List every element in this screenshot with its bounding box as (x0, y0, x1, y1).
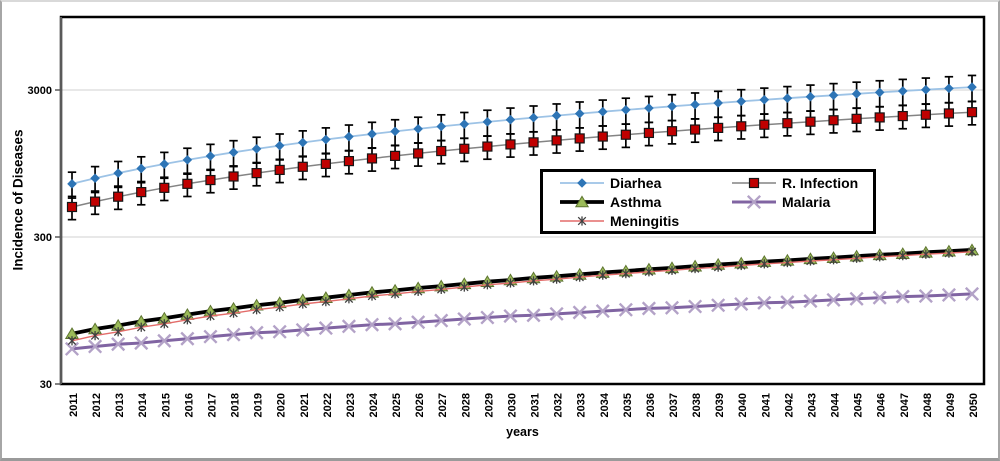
x-axis-labels: 2011 2012 2013 2014 2015 2016 2017 2018 2019 2020… (68, 392, 980, 417)
legend-swatch-meningitis-icon (560, 215, 604, 226)
svg-text:2021: 2021 (299, 393, 311, 417)
svg-text:2039: 2039 (714, 393, 726, 417)
svg-text:2019: 2019 (253, 393, 265, 417)
y-axis-ticks: 30 300 3000 (28, 85, 61, 391)
legend-label: Diarhea (610, 174, 662, 191)
series-r-infection (66, 100, 978, 221)
svg-text:2020: 2020 (276, 393, 288, 417)
legend-item-meningitis: Meningitis (559, 213, 731, 229)
legend-label: Asthma (610, 193, 662, 210)
svg-text:2029: 2029 (483, 393, 495, 417)
svg-text:2038: 2038 (691, 393, 703, 417)
legend-item-diarhea: Diarhea (559, 175, 731, 191)
svg-text:2015: 2015 (160, 393, 172, 417)
svg-text:2034: 2034 (599, 392, 611, 417)
legend-swatch-malaria-icon (732, 194, 776, 209)
svg-text:2028: 2028 (460, 393, 472, 417)
legend-label: Malaria (782, 193, 831, 210)
svg-text:2016: 2016 (183, 393, 195, 417)
legend-item-malaria: Malaria (731, 194, 873, 210)
markers (67, 82, 977, 189)
svg-text:2050: 2050 (968, 393, 980, 417)
svg-text:2014: 2014 (137, 392, 149, 417)
svg-text:2012: 2012 (91, 393, 103, 417)
svg-text:2048: 2048 (922, 393, 934, 417)
svg-text:2018: 2018 (230, 393, 242, 417)
svg-text:2011: 2011 (68, 393, 80, 417)
svg-text:2043: 2043 (806, 393, 818, 417)
markers (66, 107, 978, 213)
legend-item-asthma: Asthma (559, 194, 731, 210)
legend-swatch-diarhea-icon (560, 177, 604, 188)
svg-text:2023: 2023 (345, 393, 357, 417)
svg-text:2049: 2049 (945, 393, 957, 417)
svg-text:2031: 2031 (530, 393, 542, 417)
svg-text:2027: 2027 (437, 393, 449, 417)
svg-text:300: 300 (34, 232, 52, 244)
markers (64, 286, 980, 356)
series-meningitis (67, 247, 977, 346)
x-axis-title: years (506, 425, 539, 439)
svg-text:2013: 2013 (114, 393, 126, 417)
gridlines (61, 89, 984, 238)
svg-text:3000: 3000 (28, 85, 52, 97)
svg-text:2037: 2037 (668, 393, 680, 417)
legend-label: R. Infection (782, 174, 859, 191)
legend-item-r-infection: R. Infection (731, 175, 873, 191)
svg-text:2044: 2044 (830, 392, 842, 417)
svg-text:2040: 2040 (737, 393, 749, 417)
markers (67, 247, 977, 346)
svg-text:2032: 2032 (553, 393, 565, 417)
svg-text:2030: 2030 (506, 393, 518, 417)
svg-text:2033: 2033 (576, 393, 588, 417)
svg-text:2047: 2047 (899, 393, 911, 417)
svg-text:2035: 2035 (622, 393, 634, 417)
svg-text:2024: 2024 (368, 392, 380, 417)
svg-text:2036: 2036 (645, 393, 657, 417)
svg-text:30: 30 (40, 379, 52, 391)
y-axis-title: Incidence of Diseases (10, 129, 26, 271)
svg-text:2022: 2022 (322, 393, 334, 417)
svg-text:2045: 2045 (853, 393, 865, 417)
legend-swatch-r-infection-icon (732, 177, 776, 188)
svg-text:2017: 2017 (206, 393, 218, 417)
svg-text:2042: 2042 (783, 393, 795, 417)
series-malaria (64, 286, 980, 356)
svg-text:2041: 2041 (760, 393, 772, 417)
svg-text:2046: 2046 (876, 393, 888, 417)
svg-text:2025: 2025 (391, 393, 403, 417)
legend-label: Meningitis (610, 212, 680, 229)
legend: Diarhea R. Infection Asthma Malaria Meni… (540, 169, 876, 234)
legend-swatch-asthma-icon (560, 194, 604, 207)
series-asthma (64, 243, 980, 339)
svg-text:2026: 2026 (414, 393, 426, 417)
